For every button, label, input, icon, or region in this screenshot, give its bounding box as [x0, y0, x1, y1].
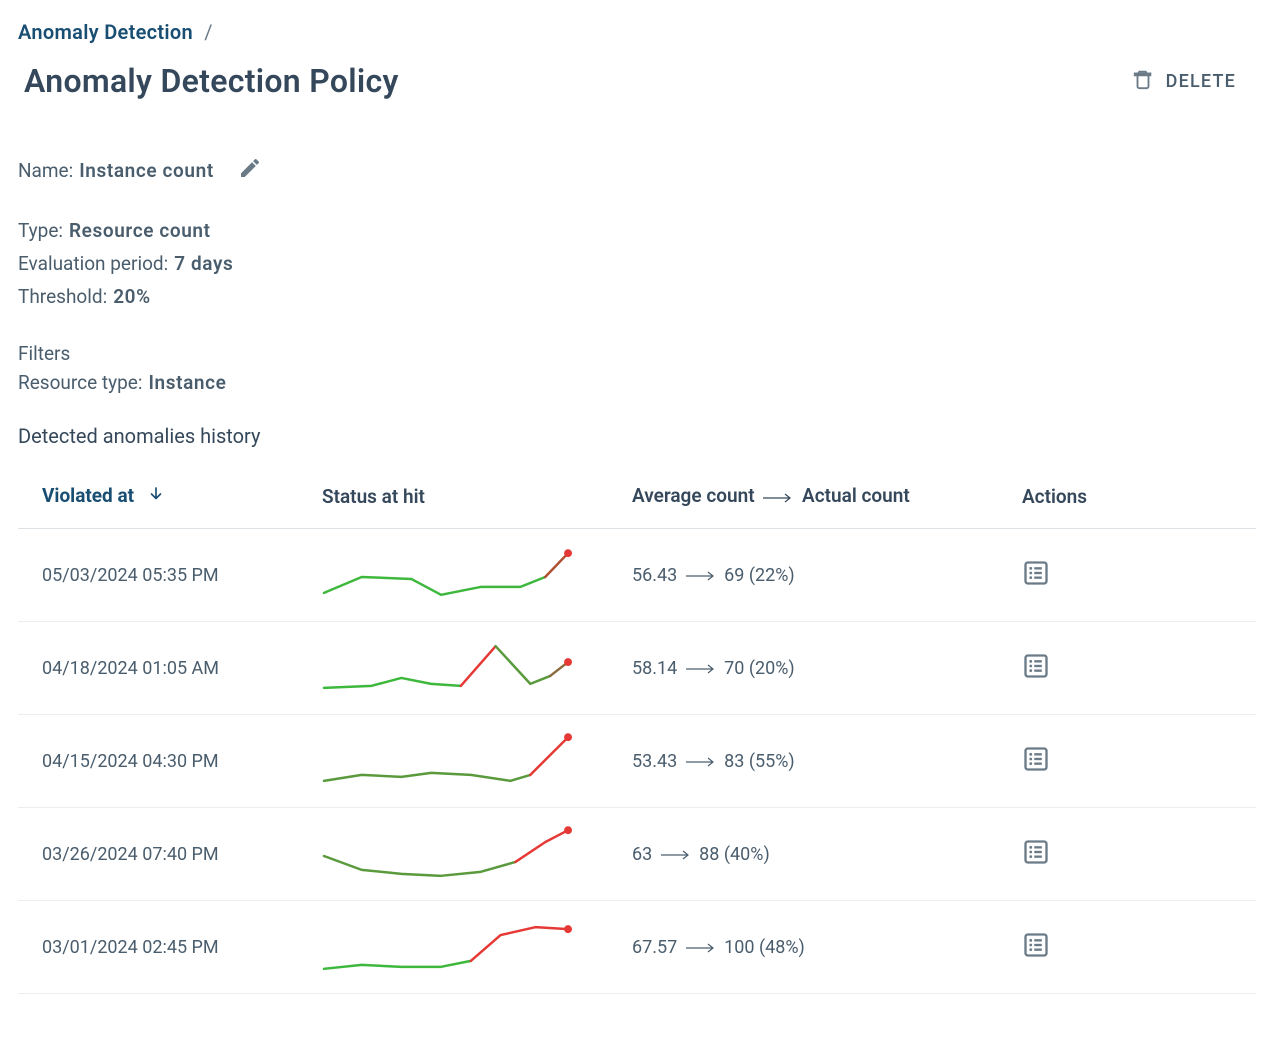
arrow-right-icon — [686, 937, 716, 958]
column-label: Violated at — [42, 484, 134, 507]
arrow-right-icon — [763, 485, 793, 508]
table-row: 05/03/2024 05:35 PM 56.43 69 (22%) — [18, 529, 1256, 622]
table-row: 03/01/2024 02:45 PM 67.57 100 (48%) — [18, 901, 1256, 994]
breadcrumb: Anomaly Detection / — [18, 20, 1256, 44]
name-label: Name: — [18, 159, 73, 182]
cell-actions — [998, 715, 1256, 808]
edit-name-button[interactable] — [238, 156, 262, 185]
resource-type-label: Resource type: — [18, 371, 142, 394]
delete-button[interactable]: DELETE — [1132, 68, 1236, 95]
cell-counts: 63 88 (40%) — [608, 808, 998, 901]
table-row: 04/15/2024 04:30 PM 53.43 83 (55%) — [18, 715, 1256, 808]
filters-title: Filters — [18, 342, 1256, 365]
arrow-right-icon — [686, 565, 716, 586]
sort-descending-icon — [147, 485, 165, 508]
cell-actions — [998, 622, 1256, 715]
cell-sparkline — [298, 808, 608, 901]
type-value: Resource count — [69, 219, 211, 242]
column-header-actions: Actions — [998, 468, 1256, 529]
list-icon — [1022, 838, 1050, 871]
details-button[interactable] — [1022, 652, 1050, 685]
details-button[interactable] — [1022, 931, 1050, 964]
list-icon — [1022, 652, 1050, 685]
page-title: Anomaly Detection Policy — [18, 62, 399, 100]
cell-counts: 67.57 100 (48%) — [608, 901, 998, 994]
cell-counts: 56.43 69 (22%) — [608, 529, 998, 622]
column-header-counts: Average count Actual count — [608, 468, 998, 529]
cell-violated-at: 05/03/2024 05:35 PM — [18, 529, 298, 622]
history-title: Detected anomalies history — [18, 424, 1256, 448]
cell-violated-at: 03/26/2024 07:40 PM — [18, 808, 298, 901]
delete-label: DELETE — [1166, 71, 1236, 92]
period-value: 7 days — [174, 252, 233, 275]
cell-sparkline — [298, 715, 608, 808]
cell-sparkline — [298, 901, 608, 994]
type-label: Type: — [18, 219, 63, 242]
column-header-violated-at[interactable]: Violated at — [18, 468, 298, 529]
arrow-right-icon — [686, 751, 716, 772]
breadcrumb-parent-link[interactable]: Anomaly Detection — [18, 20, 193, 44]
table-row: 03/26/2024 07:40 PM 63 88 (40%) — [18, 808, 1256, 901]
cell-counts: 58.14 70 (20%) — [608, 622, 998, 715]
cell-actions — [998, 529, 1256, 622]
cell-sparkline — [298, 622, 608, 715]
pencil-icon — [238, 162, 262, 185]
list-icon — [1022, 559, 1050, 592]
arrow-right-icon — [686, 658, 716, 679]
details-button[interactable] — [1022, 559, 1050, 592]
details-button[interactable] — [1022, 745, 1050, 778]
cell-violated-at: 04/15/2024 04:30 PM — [18, 715, 298, 808]
arrow-right-icon — [661, 844, 691, 865]
cell-violated-at: 04/18/2024 01:05 AM — [18, 622, 298, 715]
list-icon — [1022, 931, 1050, 964]
anomalies-table: Violated at Status at hit Average count … — [18, 468, 1256, 994]
cell-actions — [998, 901, 1256, 994]
threshold-value: 20% — [113, 285, 151, 308]
list-icon — [1022, 745, 1050, 778]
resource-type-value: Instance — [148, 371, 226, 394]
threshold-label: Threshold: — [18, 285, 107, 308]
name-value: Instance count — [79, 159, 214, 182]
trash-icon — [1132, 68, 1154, 95]
column-header-status: Status at hit — [298, 468, 608, 529]
cell-violated-at: 03/01/2024 02:45 PM — [18, 901, 298, 994]
details-button[interactable] — [1022, 838, 1050, 871]
table-row: 04/18/2024 01:05 AM 58.14 70 (20%) — [18, 622, 1256, 715]
breadcrumb-separator: / — [204, 20, 213, 44]
cell-sparkline — [298, 529, 608, 622]
period-label: Evaluation period: — [18, 252, 168, 275]
cell-counts: 53.43 83 (55%) — [608, 715, 998, 808]
cell-actions — [998, 808, 1256, 901]
